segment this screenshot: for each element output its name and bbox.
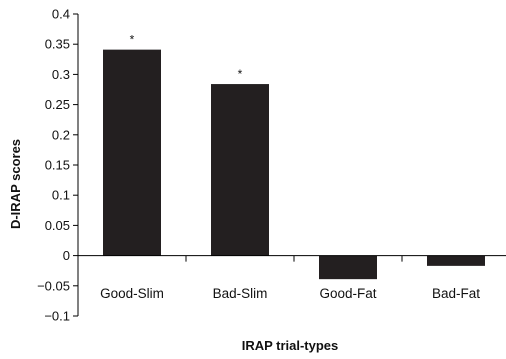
- y-tick-label: 0.35: [45, 37, 70, 52]
- category-label: Good-Fat: [319, 286, 376, 301]
- bar-good-slim: [103, 49, 161, 256]
- significance-marker: *: [238, 67, 243, 81]
- category-label: Bad-Fat: [432, 286, 480, 301]
- y-tick-label: 0.25: [45, 97, 70, 112]
- bar-bad-fat: [427, 255, 485, 266]
- y-tick-label: 0: [63, 248, 70, 263]
- x-axis: Good-Slim Bad-Slim Good-Fat Bad-Fat: [77, 255, 506, 301]
- category-label: Good-Slim: [100, 286, 164, 301]
- significance-marker: *: [130, 33, 135, 47]
- bar-good-fat: [319, 255, 377, 280]
- x-axis-title: IRAP trial-types: [242, 338, 339, 353]
- y-tick-label: 0.05: [45, 218, 70, 233]
- y-tick-label: 0.15: [45, 158, 70, 173]
- y-tick-label: 0.2: [52, 127, 70, 142]
- bar-bad-slim: [211, 84, 269, 256]
- y-tick-label: 0.1: [52, 188, 70, 203]
- y-tick-label: 0.4: [52, 7, 70, 22]
- y-tick-label: −0.1: [44, 309, 70, 324]
- y-tick-label: −0.05: [37, 278, 70, 293]
- category-label: Bad-Slim: [213, 286, 268, 301]
- y-axis: −0.1 −0.05 0 0.05 0.1 0.15 0.2 0.25 0.3 0.35 0.4: [37, 7, 79, 324]
- bars: **: [103, 33, 485, 280]
- y-axis-title: D-IRAP scores: [8, 139, 23, 229]
- y-tick-label: 0.3: [52, 67, 70, 82]
